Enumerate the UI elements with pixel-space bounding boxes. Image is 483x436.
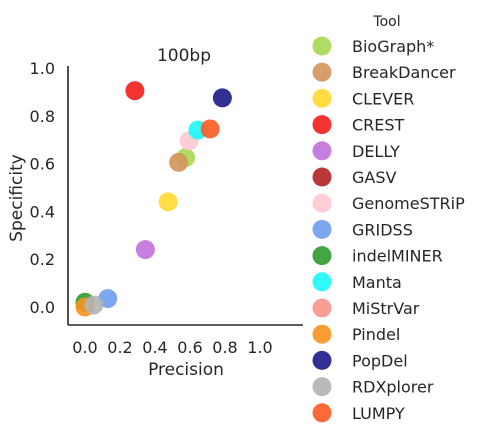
legend-label: LUMPY xyxy=(352,404,405,423)
legend-marker xyxy=(312,62,332,82)
x-axis-title: Precision xyxy=(148,360,224,380)
y-tick-label: 0.0 xyxy=(30,298,55,317)
legend-marker xyxy=(312,115,332,135)
legend-item-rdxplorer: RDXplorer xyxy=(312,377,434,397)
x-tick-label: 0.4 xyxy=(142,338,167,357)
y-axis-title: Specificity xyxy=(7,154,27,242)
legend-label: MiStrVar xyxy=(352,299,420,318)
y-tick-label: 0.6 xyxy=(30,155,55,174)
x-tick-label: 0.2 xyxy=(107,338,132,357)
y-tick-labels: 0.0 0.2 0.4 0.6 0.8 1.0 xyxy=(30,59,55,317)
legend-marker xyxy=(312,141,332,161)
plot-points xyxy=(75,81,232,317)
legend-marker xyxy=(312,403,332,423)
legend-item-popdel: PopDel xyxy=(312,350,408,370)
legend: Tool BioGraph* BreakDancer CLEVER CREST DELL… xyxy=(312,14,465,423)
point-breakdancer xyxy=(169,152,189,172)
x-tick-label: 1.0 xyxy=(247,338,272,357)
point-popdel xyxy=(212,88,232,108)
legend-marker xyxy=(312,193,332,213)
legend-label: BioGraph* xyxy=(352,37,434,56)
legend-item-genomestrip: GenomeSTRiP xyxy=(312,193,465,213)
legend-marker xyxy=(312,377,332,397)
x-tick-labels: 0.0 0.2 0.4 0.6 0.8 1.0 xyxy=(72,338,272,357)
legend-item-delly: DELLY xyxy=(312,141,400,161)
y-tick-label: 0.8 xyxy=(30,107,55,126)
point-delly xyxy=(135,240,155,260)
legend-label: GASV xyxy=(352,168,397,187)
y-tick-label: 1.0 xyxy=(30,59,55,78)
legend-marker xyxy=(312,272,332,292)
point-lumpy xyxy=(200,119,220,139)
legend-item-crest: CREST xyxy=(312,115,405,135)
x-tick-label: 0.8 xyxy=(212,338,237,357)
legend-label: DELLY xyxy=(352,142,400,161)
point-clever xyxy=(158,192,178,212)
point-rdxplorer xyxy=(84,295,104,315)
legend-marker xyxy=(312,167,332,187)
legend-label: CLEVER xyxy=(352,89,414,108)
chart-title: 100bp xyxy=(157,46,211,66)
y-tick-label: 0.4 xyxy=(30,202,55,221)
legend-label: BreakDancer xyxy=(352,63,456,82)
x-tick-label: 0.6 xyxy=(177,338,202,357)
legend-marker xyxy=(312,350,332,370)
legend-label: GRIDSS xyxy=(352,220,413,239)
legend-marker xyxy=(312,88,332,108)
point-crest xyxy=(125,81,145,101)
legend-marker xyxy=(312,219,332,239)
legend-marker xyxy=(312,36,332,56)
legend-item-indelminer: indelMINER xyxy=(312,246,443,266)
legend-label: indelMINER xyxy=(352,247,443,266)
legend-marker xyxy=(312,246,332,266)
x-tick-label: 0.0 xyxy=(72,338,97,357)
legend-item-clever: CLEVER xyxy=(312,88,414,108)
legend-item-pindel: Pindel xyxy=(312,324,400,344)
legend-item-manta: Manta xyxy=(312,272,402,292)
legend-marker xyxy=(312,298,332,318)
legend-items: BioGraph* BreakDancer CLEVER CREST DELLY GASV… xyxy=(312,36,465,423)
legend-label: CREST xyxy=(352,116,405,135)
legend-label: Manta xyxy=(352,273,402,292)
axes xyxy=(67,66,303,326)
legend-marker xyxy=(312,324,332,344)
legend-label: GenomeSTRiP xyxy=(352,194,465,213)
legend-item-gridss: GRIDSS xyxy=(312,219,413,239)
legend-item-mistrvar: MiStrVar xyxy=(312,298,420,318)
legend-title: Tool xyxy=(372,14,400,30)
legend-label: PopDel xyxy=(352,351,408,370)
legend-label: RDXplorer xyxy=(352,378,434,397)
legend-item-lumpy: LUMPY xyxy=(312,403,405,423)
legend-item-breakdancer: BreakDancer xyxy=(312,62,456,82)
legend-item-biograph: BioGraph* xyxy=(312,36,434,56)
legend-item-gasv: GASV xyxy=(312,167,397,187)
legend-label: Pindel xyxy=(352,325,400,344)
y-tick-label: 0.2 xyxy=(30,250,55,269)
